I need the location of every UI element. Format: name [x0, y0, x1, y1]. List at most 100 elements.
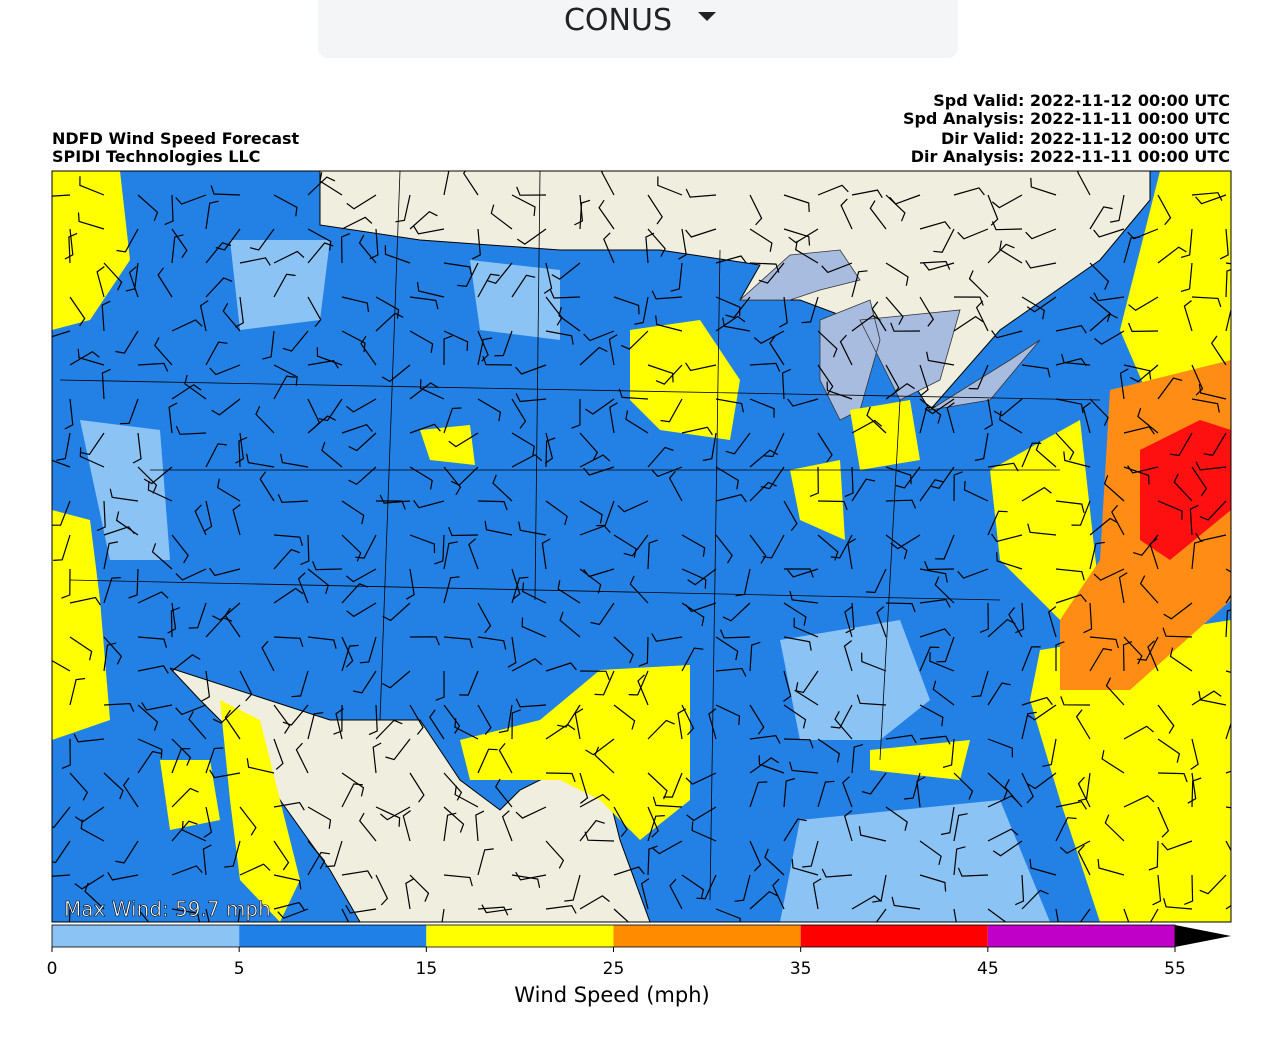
wind-barb	[957, 867, 989, 877]
wind-barb	[205, 443, 227, 468]
wind-barb	[991, 194, 1023, 209]
wind-barb	[515, 871, 547, 881]
wind-barb	[651, 290, 683, 300]
wind-0-5	[80, 240, 1050, 922]
wind-barb	[1094, 330, 1125, 345]
dropdown-label[interactable]: CONUS	[564, 3, 672, 38]
wind-barb	[312, 561, 343, 571]
wind-barb	[669, 878, 683, 910]
wind-barb	[919, 735, 951, 745]
wind-barb	[574, 708, 584, 740]
wind-barb	[521, 617, 547, 638]
wind-barb	[443, 171, 450, 196]
wind-barb	[210, 185, 241, 196]
wind-barb	[171, 384, 202, 400]
wind-barb	[409, 382, 439, 400]
colorbar-tick-label: 35	[790, 959, 812, 979]
wind-barb	[171, 820, 198, 842]
wind-barb	[321, 441, 343, 468]
wind-barb	[1123, 466, 1150, 485]
wind-barb	[670, 262, 683, 292]
wind-barb	[409, 330, 434, 353]
wind-barb	[52, 330, 71, 338]
wind-barb	[402, 810, 411, 842]
wind-barb	[203, 500, 213, 532]
dropdown-caret[interactable]	[698, 12, 716, 21]
wind-barb	[103, 636, 123, 665]
wind-barb	[1079, 908, 1091, 922]
wind-barb	[157, 267, 173, 298]
dropdown[interactable]	[318, 0, 958, 58]
wind-barb	[346, 602, 377, 618]
wind-barb	[511, 274, 536, 298]
wind-barb	[844, 466, 854, 498]
wind-barb	[924, 398, 955, 415]
wind-barb	[443, 812, 457, 842]
wind-barb	[69, 772, 89, 801]
wind-barb	[764, 848, 785, 876]
wind-barb	[715, 534, 733, 564]
wind-barb	[1026, 296, 1057, 313]
wind-barb	[1157, 377, 1183, 400]
wind-barb	[277, 493, 309, 504]
wind-barb	[128, 568, 139, 599]
wind-barb	[919, 598, 951, 608]
wind-barb	[1190, 738, 1199, 770]
wind-barb	[647, 719, 675, 740]
wind-barb	[137, 466, 158, 494]
wind-barb	[663, 772, 683, 798]
wind-barb	[1198, 690, 1227, 706]
wind-barb	[56, 432, 71, 461]
wind-barb	[1157, 738, 1181, 763]
wind-barb	[594, 670, 615, 696]
wind-barb	[498, 704, 513, 734]
wind-barb	[280, 453, 309, 468]
wind-barb	[889, 194, 921, 205]
wind-barb	[685, 602, 717, 613]
wind-barb	[758, 262, 785, 284]
wind-barb	[1055, 568, 1085, 581]
wind-barb	[53, 534, 71, 561]
wind-barb	[953, 813, 968, 842]
wind-barb	[205, 908, 210, 922]
wind-barb	[171, 748, 191, 774]
wind-barb	[295, 742, 309, 774]
wind-barb	[1195, 461, 1227, 471]
wind-barb	[1093, 568, 1125, 581]
wind-barb	[348, 466, 377, 486]
wind-barb	[443, 806, 465, 833]
wind-barb	[1191, 296, 1222, 308]
wind-barb	[1077, 844, 1091, 876]
wind-barb	[975, 300, 989, 332]
wind-barb	[511, 709, 521, 740]
wind-barb	[171, 738, 192, 766]
wind-barb	[1105, 677, 1125, 706]
wind-barb	[993, 398, 1023, 417]
wind-barb	[953, 296, 984, 306]
wind-barb	[749, 757, 780, 774]
wind-barb	[151, 543, 173, 570]
wind-barb	[282, 330, 309, 352]
wind-barb	[1048, 606, 1057, 638]
wind-barb	[115, 511, 139, 536]
wind-barb	[212, 704, 241, 724]
wind-barb	[715, 315, 746, 332]
wind-barb	[346, 194, 377, 210]
wind-barb	[359, 636, 377, 664]
wind-barb	[620, 330, 649, 350]
wind-barb	[685, 228, 717, 238]
wind-barb	[987, 462, 1019, 472]
wind-barb	[199, 300, 209, 332]
wind-barb	[999, 410, 1023, 434]
wind-barb	[307, 296, 322, 327]
wind-barb	[409, 772, 425, 803]
wind-barb	[953, 846, 966, 876]
wind-barb	[789, 590, 819, 604]
wind-barb	[175, 704, 207, 716]
wind-barb	[273, 636, 304, 647]
wind-barb	[1225, 840, 1231, 852]
wind-barb	[579, 525, 611, 536]
wind-barb	[1183, 300, 1193, 332]
wind-barb	[783, 818, 807, 842]
wind-barb	[239, 806, 257, 836]
